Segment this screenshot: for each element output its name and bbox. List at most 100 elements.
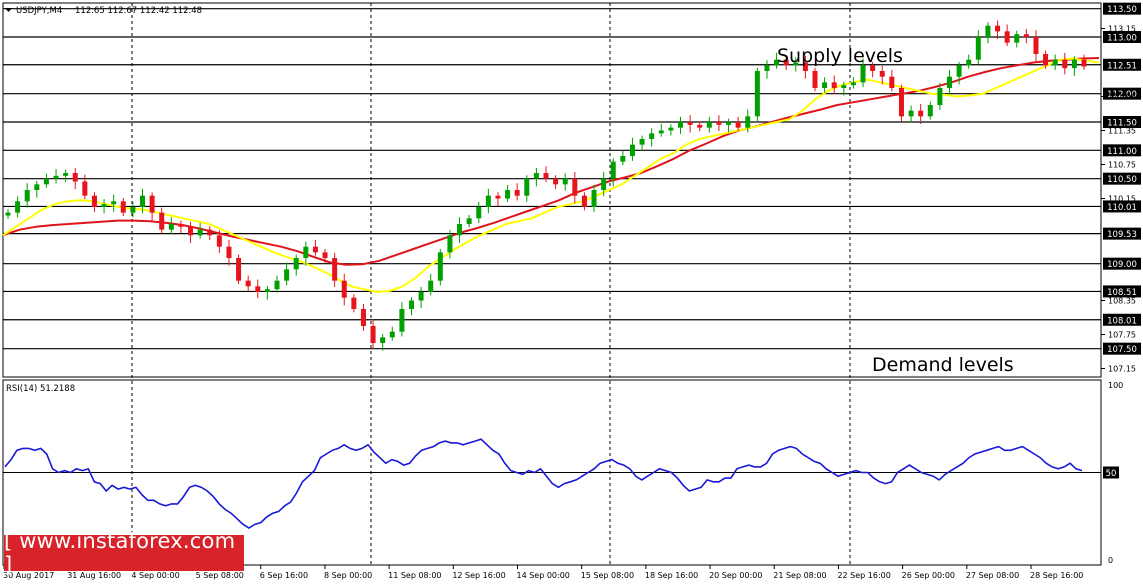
price-level-box xyxy=(1103,342,1141,355)
horizontal-levels xyxy=(3,8,1101,350)
bull-candle xyxy=(447,235,453,253)
price-level-label: 110.01 xyxy=(1107,203,1137,213)
bull-candle xyxy=(274,280,280,290)
dropdown-triangle-icon[interactable] xyxy=(5,8,12,12)
time-tick-label: 27 Sep 08:00 xyxy=(966,571,1019,580)
bull-candle xyxy=(745,116,751,128)
bear-candle xyxy=(898,88,904,117)
rsi-layer xyxy=(3,438,1101,529)
time-tick-label: 6 Sep 16:00 xyxy=(260,571,308,580)
rsi-line xyxy=(4,438,1083,529)
bear-candle xyxy=(1043,54,1049,66)
bull-candle xyxy=(43,178,49,185)
bear-candle xyxy=(1023,34,1029,37)
bear-candle xyxy=(120,201,126,213)
bear-candle xyxy=(553,178,559,185)
bull-candle xyxy=(380,337,386,343)
bull-candle xyxy=(457,224,463,236)
bear-candle xyxy=(716,122,722,125)
time-tick-label: 22 Sep 16:00 xyxy=(837,571,890,580)
bull-candle xyxy=(293,258,299,270)
price-level-label: 111.50 xyxy=(1107,119,1137,129)
bear-candle xyxy=(351,297,357,309)
time-tick-label: 11 Sep 08:00 xyxy=(388,571,441,580)
price-level-label: 111.00 xyxy=(1107,147,1137,157)
bear-candle xyxy=(1033,37,1039,54)
bull-candle xyxy=(389,331,395,338)
price-level-label: 107.50 xyxy=(1107,345,1137,355)
bull-candle xyxy=(620,156,626,162)
rsi-tick-label: 100 xyxy=(1108,381,1123,390)
bull-candle xyxy=(966,59,972,66)
main-plot-frame xyxy=(2,2,1102,378)
bull-candle xyxy=(5,212,11,216)
bear-candle xyxy=(149,195,155,213)
bull-candle xyxy=(399,309,405,332)
time-tick-label: 28 Sep 16:00 xyxy=(1030,571,1083,580)
bull-candle xyxy=(601,178,607,190)
bear-candle xyxy=(82,181,88,196)
bull-candle xyxy=(668,127,674,131)
bull-candle xyxy=(562,178,568,185)
candles xyxy=(5,20,1087,351)
price-tick-label: 107.15 xyxy=(1108,365,1136,374)
bear-candle xyxy=(812,71,818,88)
rsi-tick-label: 0 xyxy=(1108,556,1113,565)
bull-candle xyxy=(418,292,424,301)
bull-candle xyxy=(610,161,616,179)
bull-candle xyxy=(524,178,530,196)
price-tick-label: 113.15 xyxy=(1108,25,1136,34)
bear-candle xyxy=(322,252,328,258)
time-tick-label: 31 Aug 16:00 xyxy=(67,571,121,580)
price-tick-label: 110.75 xyxy=(1108,161,1136,170)
time-tick-label: 4 Sep 00:00 xyxy=(131,571,179,580)
bear-candle xyxy=(572,178,578,196)
bull-candle xyxy=(793,62,799,66)
bear-candle xyxy=(341,280,347,298)
bull-candle xyxy=(264,289,270,292)
bear-candle xyxy=(870,65,876,71)
price-level-label: 112.51 xyxy=(1107,61,1137,71)
ma-fast-line xyxy=(2,57,1100,293)
time-tick-label: 18 Sep 16:00 xyxy=(645,571,698,580)
time-tick-label: 12 Sep 16:00 xyxy=(452,571,505,580)
bull-candle xyxy=(639,139,645,145)
bull-candle xyxy=(409,300,414,309)
bear-candle xyxy=(495,195,501,199)
price-level-label: 112.00 xyxy=(1107,90,1137,100)
bull-candle xyxy=(841,85,847,88)
bull-candle xyxy=(850,82,856,86)
bear-candle xyxy=(91,195,97,207)
bull-candle xyxy=(284,269,290,281)
price-level-box xyxy=(1103,144,1141,157)
bull-candle xyxy=(860,65,866,83)
price-tick-label: 107.75 xyxy=(1108,331,1136,340)
bear-candle xyxy=(312,246,318,253)
bear-candle xyxy=(1081,59,1087,67)
bull-candle xyxy=(428,280,434,292)
bull-candle xyxy=(140,195,145,207)
bull-candle xyxy=(53,175,59,179)
symbol-label: USDJPY,M4 xyxy=(16,6,62,16)
bull-candle xyxy=(485,195,491,207)
price-tick-label: 111.95 xyxy=(1108,93,1136,102)
bear-candle xyxy=(332,258,338,281)
bear-candle xyxy=(236,258,242,281)
bear-candle xyxy=(216,235,222,247)
price-tick-label: 110.15 xyxy=(1108,195,1136,204)
demand-levels-label: Demand levels xyxy=(872,354,1014,376)
time-tick-label: 30 Aug 2017 xyxy=(3,571,54,580)
bear-candle xyxy=(255,286,261,292)
time-tick-label: 15 Sep 08:00 xyxy=(581,571,634,580)
bull-candle xyxy=(111,201,117,205)
bull-candle xyxy=(678,122,683,128)
bull-candle xyxy=(985,25,991,37)
price-level-label: 109.53 xyxy=(1107,230,1137,240)
bull-candle xyxy=(908,110,914,117)
price-tick-label: 111.35 xyxy=(1108,127,1136,136)
bull-candle xyxy=(437,252,443,281)
bull-candle xyxy=(591,190,597,207)
bull-candle xyxy=(505,190,511,199)
time-tick-label: 20 Sep 00:00 xyxy=(709,571,762,580)
